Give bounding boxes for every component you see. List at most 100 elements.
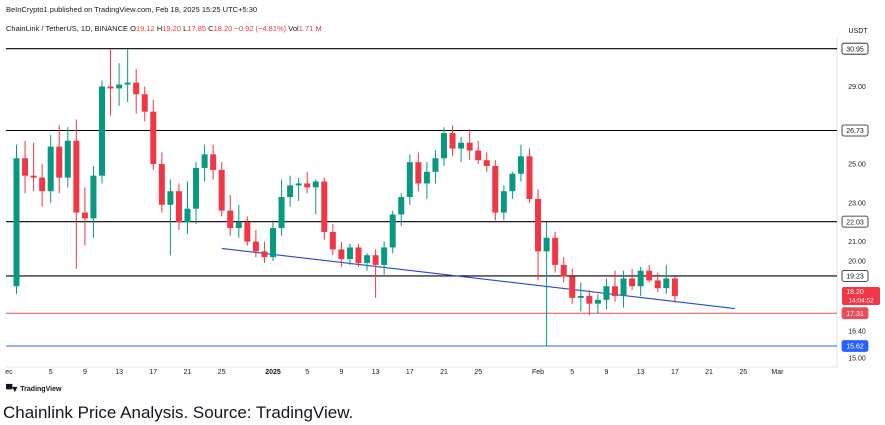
x-tick-label-7: 2025 <box>265 369 281 376</box>
candle-body-36 <box>321 181 328 232</box>
publish-info: BeInCrypto1 published on TradingView.com… <box>6 5 258 14</box>
candle-body-52 <box>458 142 465 149</box>
candle-body-57 <box>500 191 507 213</box>
close-label: C <box>208 24 214 33</box>
x-tick-label-17: 13 <box>637 369 645 376</box>
x-tick-label-6: 25 <box>218 369 226 376</box>
close-value: 18.20 <box>213 24 233 33</box>
candle-body-39 <box>346 247 353 260</box>
chart-frame: USDT 29.00 25.00 23.00 21.00 20.00 16.40 15.00 3… <box>5 5 880 394</box>
x-tick-label-1: 5 <box>49 369 53 376</box>
candle-body-31 <box>278 197 285 229</box>
y-tick-label-6: 15.00 <box>848 356 866 363</box>
candle-body-58 <box>509 173 516 192</box>
candle-body-45 <box>398 197 405 215</box>
x-tick-label-20: 25 <box>739 369 747 376</box>
candle-body-28 <box>252 241 259 252</box>
candle-body-75 <box>654 280 661 289</box>
candle-body-63 <box>552 237 559 265</box>
x-tick-label-16: 9 <box>604 369 608 376</box>
level-30-95-tag <box>841 42 869 55</box>
level-19-23-tag-label: 19.23 <box>846 274 864 281</box>
current-price-label: 18.20 <box>846 289 864 296</box>
candle-body-20 <box>184 208 191 223</box>
candle-body-11 <box>107 86 114 89</box>
x-tick-label-5: 21 <box>184 369 192 376</box>
candle-body-25 <box>227 210 234 229</box>
x-tick-label-0: ec <box>5 369 13 376</box>
candle-body-32 <box>287 185 294 198</box>
candle-body-64 <box>560 264 567 277</box>
candle-body-2 <box>30 175 37 178</box>
candle-body-26 <box>235 222 242 229</box>
candle-body-8 <box>81 212 88 219</box>
candle-body-30 <box>270 228 276 258</box>
candle-body-62 <box>543 237 550 252</box>
x-tick-label-13: 25 <box>474 369 482 376</box>
candlestick-chart: USDT 29.00 25.00 23.00 21.00 20.00 16.40 15.00 3… <box>5 28 880 376</box>
candle-body-77 <box>671 278 678 296</box>
level-22-03-tag <box>841 215 869 228</box>
currency-label: USDT <box>848 28 868 35</box>
candle-body-55 <box>483 160 490 166</box>
x-tick-label-8: 5 <box>305 369 309 376</box>
level-19-23-tag <box>841 270 869 282</box>
open-value: 19.12 <box>135 24 155 33</box>
candle-body-48 <box>423 171 430 184</box>
candle-body-51 <box>449 133 456 149</box>
candle-body-14 <box>133 82 140 95</box>
candle-body-66 <box>577 295 584 298</box>
candle-body-4 <box>47 146 54 192</box>
candle-body-27 <box>244 222 251 242</box>
candle-body-69 <box>603 286 610 300</box>
level-15-62-tag-label: 15.62 <box>846 344 864 351</box>
candle-body-47 <box>415 162 422 184</box>
candle-body-49 <box>432 158 439 172</box>
candle-body-43 <box>381 247 388 265</box>
high-label: H <box>156 24 163 33</box>
candle-body-42 <box>372 255 379 265</box>
x-tick-label-2: 9 <box>83 369 87 376</box>
candle-body-5 <box>56 146 63 178</box>
candle-body-22 <box>201 154 208 168</box>
candle-body-1 <box>22 158 29 176</box>
low-label: L <box>183 24 188 33</box>
current-price-tag <box>842 286 880 305</box>
candle-body-19 <box>175 191 182 223</box>
candle-body-56 <box>492 166 499 213</box>
change-value: −0.92 (−4.81%) <box>234 24 287 33</box>
candle-body-59 <box>517 156 524 174</box>
candle-body-9 <box>90 175 97 219</box>
symbol-name: ChainLink / TetherUS, 1D, BINANCE <box>6 24 128 33</box>
y-tick-label-2: 23.00 <box>848 200 866 207</box>
candle-body-29 <box>261 251 268 258</box>
high-value: 19.20 <box>162 24 182 33</box>
tradingview-mark-icon: ▀▼ <box>6 384 19 394</box>
figure-caption: Chainlink Price Analysis. Source: Tradin… <box>3 403 354 422</box>
candle-body-10 <box>99 86 105 176</box>
candle-body-23 <box>210 154 217 170</box>
level-17-31-tag-label: 17.31 <box>846 311 864 318</box>
level-26-73-tag <box>841 124 869 137</box>
low-value: 17.85 <box>187 24 207 33</box>
candle-body-12 <box>116 84 123 89</box>
candle-body-16 <box>150 111 157 165</box>
candle-body-15 <box>141 94 148 112</box>
candle-body-74 <box>646 270 653 281</box>
candle-body-67 <box>586 295 593 304</box>
y-tick-label-3: 21.00 <box>848 239 866 246</box>
tradingview-logo[interactable]: ▀▼ TradingView <box>6 384 61 394</box>
candle-body-35 <box>312 181 319 188</box>
candle-body-24 <box>218 169 225 211</box>
candle-body-18 <box>167 191 174 205</box>
volume-value: 1.71 M <box>298 24 322 33</box>
x-tick-label-10: 13 <box>372 369 380 376</box>
candle-body-73 <box>637 270 644 287</box>
x-tick-label-11: 17 <box>406 369 414 376</box>
candle-body-41 <box>364 255 371 263</box>
x-tick-label-9: 9 <box>339 369 343 376</box>
descending-trendline <box>221 247 735 310</box>
candle-body-38 <box>338 249 345 260</box>
candle-body-46 <box>406 162 413 198</box>
candle-body-68 <box>594 299 601 304</box>
